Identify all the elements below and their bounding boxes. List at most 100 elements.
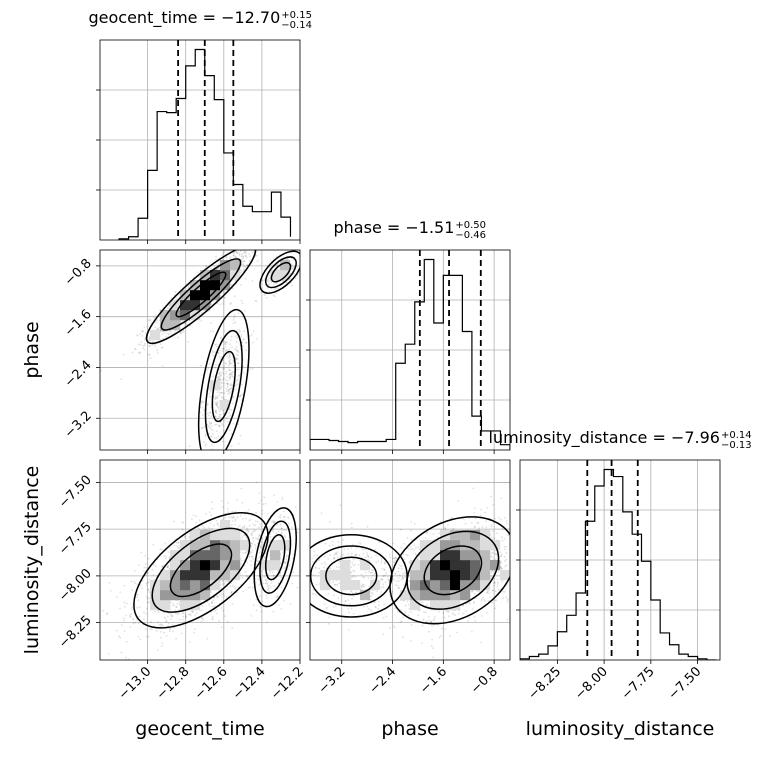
sample-point bbox=[210, 415, 213, 418]
contour-line bbox=[253, 507, 297, 608]
sample-point bbox=[234, 321, 237, 324]
sample-point bbox=[395, 557, 397, 560]
sample-point bbox=[142, 347, 145, 349]
sample-point bbox=[169, 613, 172, 616]
sample-point bbox=[228, 364, 231, 367]
sample-point bbox=[245, 550, 248, 553]
sample-point bbox=[216, 400, 219, 403]
sample-point bbox=[262, 582, 265, 585]
sample-point bbox=[246, 538, 249, 541]
sample-point bbox=[208, 363, 211, 365]
sample-point bbox=[212, 599, 215, 602]
sample-point bbox=[143, 344, 146, 347]
sample-point bbox=[235, 358, 238, 361]
sample-point bbox=[210, 514, 213, 517]
histogram-bar bbox=[641, 561, 650, 660]
sample-point bbox=[208, 393, 211, 395]
sample-point bbox=[163, 631, 165, 634]
sample-point bbox=[237, 368, 240, 371]
sample-point bbox=[307, 251, 309, 253]
sample-point bbox=[231, 346, 233, 349]
sample-point bbox=[178, 612, 180, 615]
sample-point bbox=[212, 429, 214, 431]
sample-point bbox=[229, 303, 232, 305]
sample-point bbox=[273, 288, 276, 290]
density-cell bbox=[270, 270, 281, 281]
sample-point bbox=[211, 435, 213, 438]
sample-point bbox=[246, 264, 248, 267]
sample-point bbox=[168, 568, 171, 570]
sample-point bbox=[208, 426, 211, 429]
sample-point bbox=[202, 619, 205, 621]
density-cell bbox=[190, 530, 201, 541]
sample-point bbox=[219, 387, 222, 390]
sample-point bbox=[476, 522, 479, 525]
sample-point bbox=[215, 268, 218, 271]
sample-point bbox=[268, 277, 270, 279]
sample-point bbox=[216, 402, 219, 405]
sample-point bbox=[248, 555, 251, 558]
sample-point bbox=[225, 256, 228, 259]
sample-point bbox=[252, 247, 254, 249]
sample-point bbox=[223, 330, 226, 332]
sample-point bbox=[219, 374, 221, 377]
histogram-bar bbox=[157, 112, 167, 240]
sample-point bbox=[184, 613, 187, 616]
histogram-bar bbox=[348, 443, 358, 450]
sample-point bbox=[228, 388, 231, 391]
sample-point bbox=[226, 580, 229, 582]
sample-point bbox=[268, 590, 271, 593]
sample-point bbox=[182, 621, 185, 623]
sample-point bbox=[239, 330, 242, 332]
sample-point bbox=[125, 602, 128, 605]
sample-point bbox=[244, 513, 247, 516]
sample-point bbox=[231, 603, 234, 605]
sample-point bbox=[225, 370, 228, 373]
sample-point bbox=[204, 433, 207, 436]
sample-point bbox=[172, 604, 175, 607]
sample-point bbox=[225, 596, 228, 598]
sample-point bbox=[290, 284, 293, 287]
sample-point bbox=[266, 588, 269, 591]
sample-point bbox=[245, 517, 248, 520]
sample-point bbox=[228, 348, 230, 351]
contour-line bbox=[204, 329, 243, 444]
sample-point bbox=[250, 564, 252, 567]
sample-point bbox=[209, 391, 212, 393]
sample-point bbox=[136, 606, 139, 609]
sample-point bbox=[158, 326, 161, 329]
sample-point bbox=[283, 529, 285, 532]
sample-point bbox=[201, 311, 203, 314]
sample-point bbox=[240, 269, 243, 272]
sample-point bbox=[144, 628, 147, 631]
sample-point bbox=[209, 522, 212, 524]
sample-point bbox=[189, 613, 191, 616]
sample-point bbox=[214, 410, 217, 413]
sample-point bbox=[237, 374, 240, 377]
sample-point bbox=[281, 531, 283, 534]
sample-point bbox=[240, 258, 242, 261]
sample-point bbox=[248, 260, 251, 263]
sample-point bbox=[227, 392, 229, 395]
sample-point bbox=[196, 451, 198, 453]
sample-point bbox=[281, 551, 284, 554]
sample-point bbox=[215, 397, 218, 400]
sample-point bbox=[166, 565, 169, 568]
sample-point bbox=[231, 626, 234, 629]
sample-point bbox=[241, 227, 243, 229]
sample-point bbox=[214, 397, 217, 400]
sample-point bbox=[137, 622, 140, 625]
sample-point bbox=[159, 548, 162, 551]
sample-point bbox=[297, 273, 299, 276]
sample-point bbox=[219, 416, 222, 419]
sample-point bbox=[164, 542, 167, 545]
sample-point bbox=[233, 295, 236, 298]
sample-point bbox=[282, 510, 285, 513]
sample-point bbox=[143, 570, 145, 572]
sample-point bbox=[269, 586, 272, 589]
histogram-bar bbox=[339, 442, 349, 450]
sample-point bbox=[245, 561, 248, 564]
sample-point bbox=[230, 445, 233, 447]
sample-point bbox=[226, 620, 229, 623]
sample-point bbox=[107, 652, 110, 655]
